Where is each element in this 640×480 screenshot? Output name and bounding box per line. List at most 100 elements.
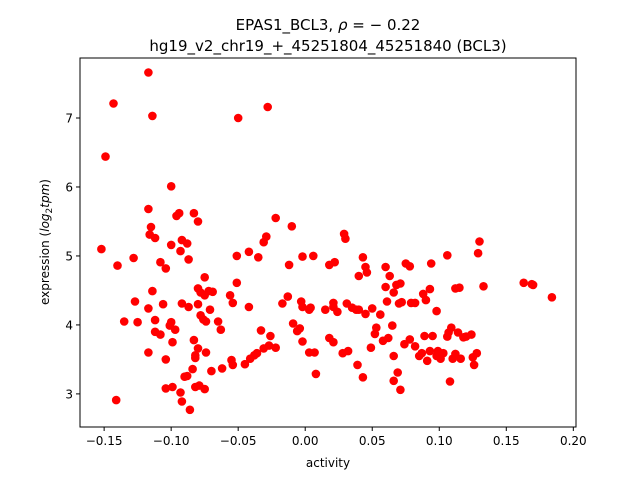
data-point (180, 372, 189, 382)
data-point (443, 251, 452, 260)
data-point (472, 348, 482, 358)
data-point (232, 278, 242, 288)
data-point (240, 359, 250, 369)
data-point (432, 306, 441, 316)
data-point (144, 348, 153, 357)
data-point (201, 348, 211, 357)
data-point (228, 360, 238, 370)
data-point (111, 395, 121, 405)
data-point (200, 291, 209, 300)
data-point (385, 271, 395, 281)
data-point (278, 299, 287, 308)
x-tick-label: −0.05 (220, 434, 257, 448)
data-point (306, 303, 315, 313)
data-point (367, 304, 377, 313)
data-point (389, 351, 399, 361)
plot-area-frame (79, 57, 577, 428)
data-point (405, 335, 415, 344)
data-point (216, 325, 226, 335)
data-point (266, 331, 275, 341)
data-point (217, 364, 227, 373)
data-point (109, 99, 118, 108)
data-point (389, 376, 399, 386)
data-point (439, 348, 448, 358)
data-point (330, 257, 340, 267)
data-point (184, 255, 193, 264)
data-point (193, 344, 203, 353)
data-point (213, 317, 223, 326)
data-point (264, 341, 274, 350)
data-point (388, 321, 397, 330)
data-point (161, 384, 171, 393)
data-point (185, 405, 195, 415)
data-point (193, 299, 203, 309)
y-tick-label: 5 (65, 249, 73, 263)
data-point (473, 248, 483, 258)
data-point (410, 342, 420, 351)
data-point (144, 304, 153, 313)
y-tick-label: 7 (65, 112, 73, 126)
data-point (288, 319, 298, 328)
y-axis-label-prefix: expression ( (38, 232, 52, 305)
data-point (467, 330, 476, 339)
data-point (259, 237, 269, 247)
chart-title-suffix: = − 0.22 (348, 16, 421, 34)
data-point (130, 297, 140, 306)
data-point (150, 315, 160, 325)
data-point (244, 302, 254, 312)
data-point (384, 333, 393, 343)
chart-title-line1: EPAS1_BCL3, ρ = − 0.22 (236, 16, 421, 35)
y-axis-label-sub: 2 (45, 208, 55, 214)
data-point (358, 252, 368, 262)
data-point (354, 271, 364, 281)
data-point (372, 323, 381, 333)
y-axis-label-tpm: tpm (38, 184, 52, 208)
data-point (329, 337, 338, 347)
data-point (376, 310, 385, 319)
data-point (283, 292, 293, 301)
data-point (184, 302, 193, 312)
y-axis-label: expression (log2tpm) (38, 179, 55, 305)
data-point (146, 222, 156, 232)
data-point (233, 113, 243, 123)
data-point (252, 348, 262, 358)
data-point (445, 377, 455, 386)
data-point (177, 397, 187, 406)
data-point (358, 373, 368, 382)
data-point (309, 251, 318, 261)
data-point (425, 346, 435, 356)
data-point (200, 384, 209, 394)
data-point (225, 291, 235, 300)
y-axis-label-log: log (38, 213, 52, 232)
data-point (158, 299, 168, 309)
data-point (392, 280, 401, 290)
data-point (455, 283, 464, 293)
y-tick-label: 3 (65, 387, 73, 401)
data-point (475, 237, 484, 246)
data-point (528, 280, 538, 290)
data-point (382, 297, 392, 306)
data-point (144, 68, 153, 77)
data-point (298, 302, 307, 312)
data-point (341, 234, 350, 243)
data-point (428, 331, 437, 341)
data-point (177, 299, 187, 308)
data-point (271, 213, 281, 223)
data-point (547, 293, 557, 302)
data-point (156, 330, 165, 339)
data-point (405, 262, 415, 271)
x-tick-label: −0.15 (86, 434, 123, 448)
data-point (381, 262, 390, 272)
x-tick-label: −0.10 (153, 434, 190, 448)
x-tick-label: 0.05 (359, 434, 386, 448)
data-point (519, 278, 528, 288)
data-point (113, 261, 122, 270)
data-point (393, 368, 403, 377)
data-point (156, 257, 165, 267)
data-point (253, 252, 263, 262)
data-point (168, 337, 177, 347)
data-point (298, 252, 307, 261)
x-tick-label: 0.10 (426, 434, 453, 448)
